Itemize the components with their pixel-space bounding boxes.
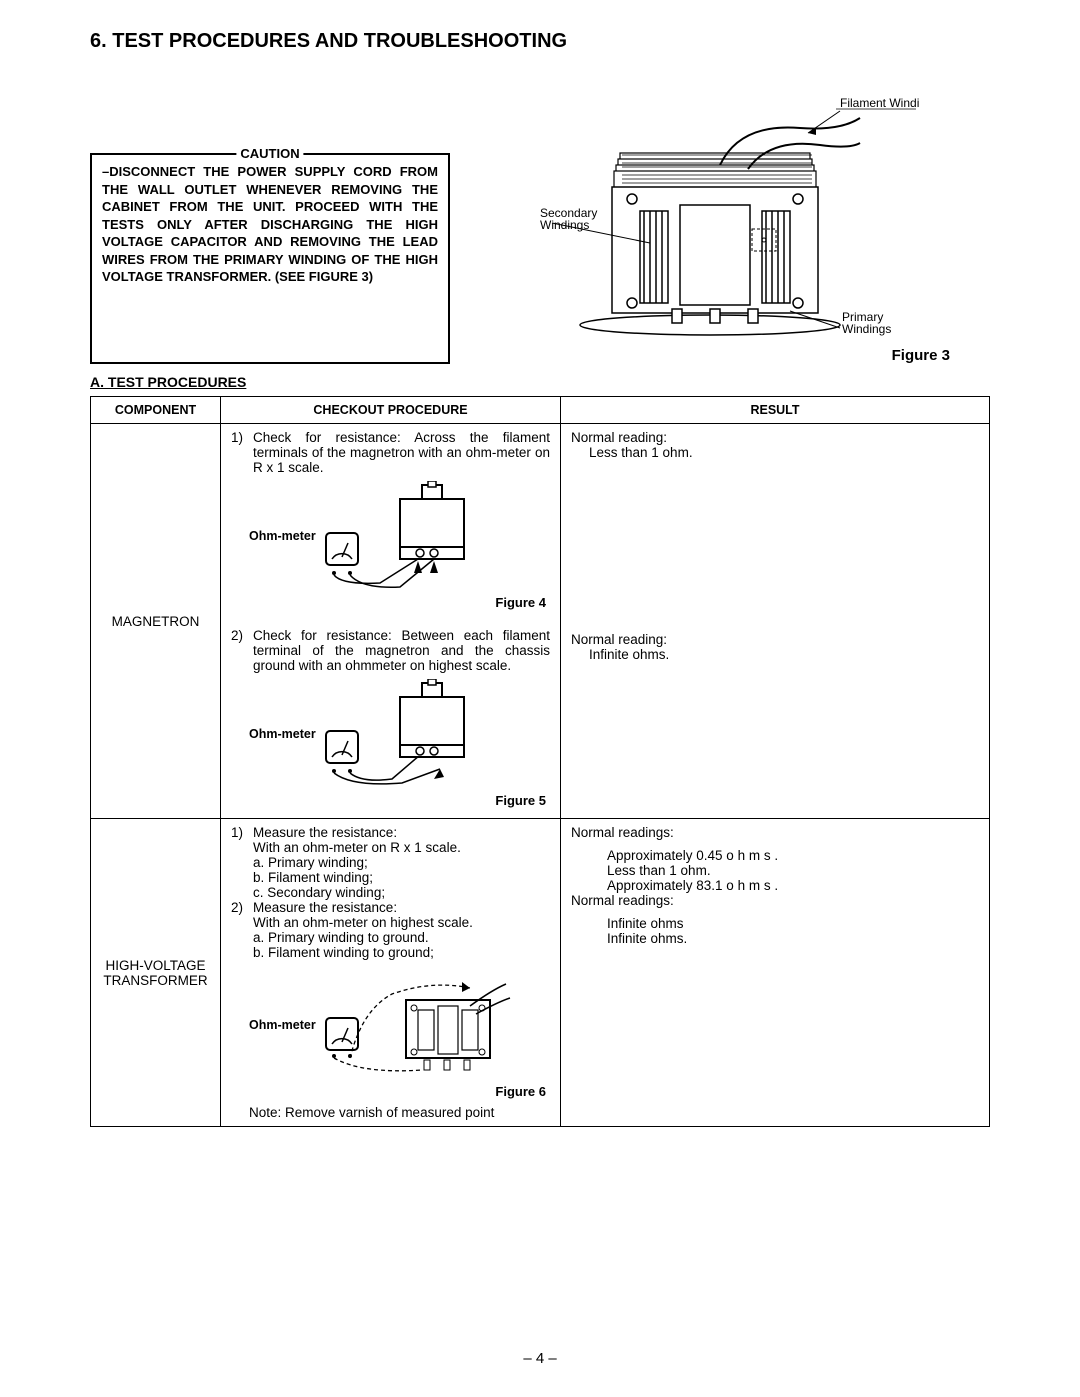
step-number: 2) [231,628,253,673]
result-heading: Normal reading: [571,430,979,445]
result-cell: Normal reading: Less than 1 ohm. Normal … [561,424,990,819]
checkout-cell: 1) Measure the resistance: With an ohm-m… [221,819,561,1127]
result-heading: Normal reading: [571,632,979,647]
svg-text:Windings: Windings [540,218,589,232]
result-value: Approximately 0.45 o h m s . [571,848,979,863]
table-row: HIGH-VOLTAGE TRANSFORMER 1) Measure the … [91,819,990,1127]
figure-3-caption: Figure 3 [892,347,950,364]
figure-6-caption: Figure 6 [231,1084,546,1099]
result-heading: Normal readings: [571,893,979,908]
result-value: Less than 1 ohm. [571,863,979,878]
ohm-meter-label: Ohm-meter [249,529,316,543]
result-value: Infinite ohms. [571,647,979,662]
col-header-result: RESULT [561,397,990,424]
step-subtext: b. Filament winding; [231,870,550,885]
caution-label: CAUTION [236,145,303,163]
step-text: Measure the resistance: [253,825,397,840]
result-value: Infinite ohms. [571,931,979,946]
col-header-component: COMPONENT [91,397,221,424]
step-subtext: With an ohm-meter on highest scale. [231,915,550,930]
col-header-checkout: CHECKOUT PROCEDURE [221,397,561,424]
step-text: Measure the resistance: [253,900,397,915]
caution-body: –DISCONNECT THE POWER SUPPLY CORD FROM T… [102,164,438,284]
ohm-meter-label: Ohm-meter [249,727,316,741]
result-value: Less than 1 ohm. [571,445,979,460]
result-cell: Normal readings: Approximately 0.45 o h … [561,819,990,1127]
component-cell: HIGH-VOLTAGE TRANSFORMER [91,819,221,1127]
test-procedures-table: COMPONENT CHECKOUT PROCEDURE RESULT MAGN… [90,396,990,1127]
transformer-diagram: Filament Windings Secondary Windings Pri… [540,93,920,353]
step-subtext: b. Filament winding to ground; [231,945,550,960]
caution-box: CAUTION –DISCONNECT THE POWER SUPPLY COR… [90,153,450,364]
result-value: Infinite ohms [571,916,979,931]
step-subtext: With an ohm-meter on R x 1 scale. [231,840,550,855]
step-text: Check for resistance: Across the filamen… [253,430,550,475]
upper-region: CAUTION –DISCONNECT THE POWER SUPPLY COR… [90,93,990,364]
figure-5-caption: Figure 5 [231,793,546,808]
step-number: 1) [231,825,253,840]
component-cell: MAGNETRON [91,424,221,819]
note-text: Note: Remove varnish of measured point [231,1105,550,1120]
step-text: Check for resistance: Between each filam… [253,628,550,673]
document-page: 6. TEST PROCEDURES AND TROUBLESHOOTING C… [0,0,1080,1397]
step-number: 2) [231,900,253,915]
step-subtext: c. Secondary winding; [231,885,550,900]
figure-6-diagram [322,970,522,1080]
step-subtext: a. Primary winding; [231,855,550,870]
result-heading: Normal readings: [571,825,979,840]
figure-3: Filament Windings Secondary Windings Pri… [470,93,990,364]
page-title: 6. TEST PROCEDURES AND TROUBLESHOOTING [90,30,990,53]
step-subtext: a. Primary winding to ground. [231,930,550,945]
figure-5-diagram [322,679,492,789]
svg-text:Windings: Windings [842,322,891,336]
checkout-cell: 1) Check for resistance: Across the fila… [221,424,561,819]
result-value: Approximately 83.1 o h m s . [571,878,979,893]
figure-4-diagram [322,481,492,591]
ohm-meter-label: Ohm-meter [249,1018,316,1032]
filament-windings-label: Filament Windings [840,96,920,110]
page-number: – 4 – [523,1350,556,1367]
table-row: MAGNETRON 1) Check for resistance: Acros… [91,424,990,819]
step-number: 1) [231,430,253,475]
figure-4-caption: Figure 4 [231,595,546,610]
section-a-heading: A. TEST PROCEDURES [90,374,990,390]
